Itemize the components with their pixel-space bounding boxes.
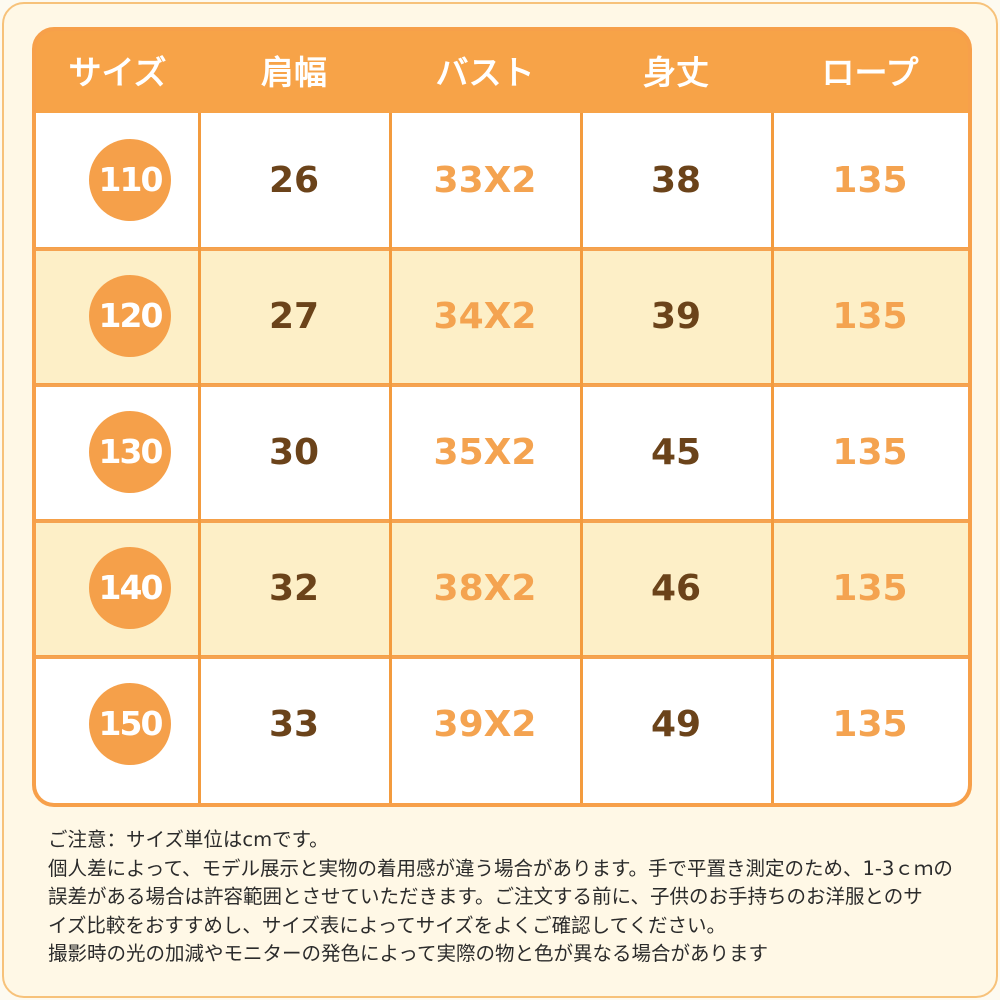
bust-value: 39X2 bbox=[433, 704, 537, 745]
rope-value: 135 bbox=[832, 704, 908, 745]
table-row: 150 33 39X2 49 135 bbox=[36, 657, 968, 803]
bust-value: 34X2 bbox=[433, 296, 537, 337]
size-table: サイズ 肩幅 バスト 身丈 ロープ 110 26 33X2 38 135 120… bbox=[32, 27, 972, 807]
notes-line: 個人差によって、モデル展示と実物の着用感が違う場合があります。手で平置き測定のた… bbox=[48, 856, 953, 880]
shoulder-value: 32 bbox=[268, 568, 320, 609]
length-value: 45 bbox=[650, 432, 702, 473]
row-divider bbox=[36, 520, 968, 523]
notes-line: 誤差がある場合は許容範囲とさせていただきます。ご注文する前に、子供のお手持ちのお… bbox=[48, 885, 923, 908]
rope-value: 135 bbox=[832, 160, 908, 201]
header-size: サイズ bbox=[68, 53, 167, 92]
length-value: 39 bbox=[650, 296, 702, 337]
shoulder-value: 26 bbox=[268, 160, 320, 201]
header-shoulder: 肩幅 bbox=[261, 53, 327, 92]
table-row: 140 32 38X2 46 135 bbox=[36, 521, 968, 655]
column-divider bbox=[389, 113, 392, 803]
shoulder-value: 27 bbox=[268, 296, 320, 337]
notes-line: 撮影時の光の加減やモニターの発色によって実際の物と色が異なる場合があります bbox=[48, 942, 768, 965]
size-notes: ご注意：サイズ単位はcmです。 個人差によって、モデル展示と実物の着用感が違う場… bbox=[48, 826, 968, 969]
table-row: 120 27 34X2 39 135 bbox=[36, 249, 968, 383]
bust-value: 38X2 bbox=[433, 568, 537, 609]
size-badge: 130 bbox=[89, 411, 171, 493]
row-divider bbox=[36, 384, 968, 387]
table-row: 130 30 35X2 45 135 bbox=[36, 385, 968, 519]
size-badge: 140 bbox=[89, 547, 171, 629]
table-row: 110 26 33X2 38 135 bbox=[36, 113, 968, 247]
shoulder-value: 30 bbox=[268, 432, 320, 473]
bust-value: 33X2 bbox=[433, 160, 537, 201]
rope-value: 135 bbox=[832, 296, 908, 337]
column-divider bbox=[198, 113, 201, 803]
rope-value: 135 bbox=[832, 568, 908, 609]
length-value: 46 bbox=[650, 568, 702, 609]
bust-value: 35X2 bbox=[433, 432, 537, 473]
size-badge: 120 bbox=[89, 275, 171, 357]
header-bust: バスト bbox=[435, 53, 535, 92]
notes-line: イズ比較をおすすめし、サイズ表によってサイズをよくご確認してください。 bbox=[48, 913, 727, 937]
notes-line: ご注意：サイズ単位はcmです。 bbox=[48, 828, 329, 851]
header-rope: ロープ bbox=[821, 53, 919, 92]
row-divider bbox=[36, 248, 968, 251]
header-length: 身丈 bbox=[643, 53, 709, 92]
size-badge: 110 bbox=[89, 139, 171, 221]
length-value: 38 bbox=[650, 160, 702, 201]
size-badge: 150 bbox=[89, 683, 171, 765]
length-value: 49 bbox=[650, 704, 702, 745]
row-divider bbox=[36, 656, 968, 659]
column-divider bbox=[771, 113, 774, 803]
shoulder-value: 33 bbox=[268, 704, 320, 745]
table-header: サイズ 肩幅 バスト 身丈 ロープ bbox=[36, 31, 968, 113]
column-divider bbox=[580, 113, 583, 803]
rope-value: 135 bbox=[832, 432, 908, 473]
